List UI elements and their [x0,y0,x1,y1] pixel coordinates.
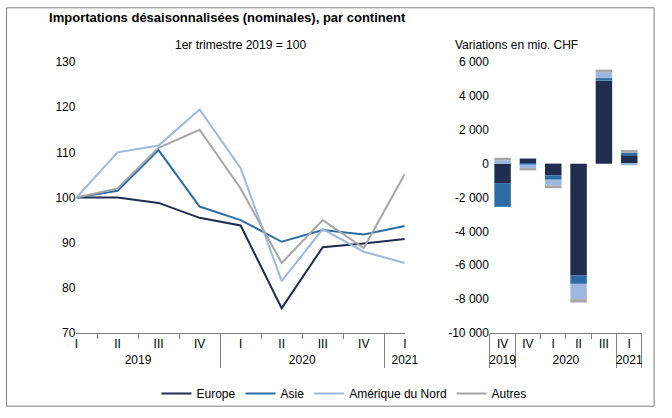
svg-text:-2 000: -2 000 [455,191,489,205]
svg-text:I: I [403,337,406,351]
svg-text:2 000: 2 000 [459,123,489,137]
svg-text:-6 000: -6 000 [455,258,489,272]
svg-text:-10 000: -10 000 [448,326,489,340]
svg-text:1er trimestre 2019 = 100: 1er trimestre 2019 = 100 [175,38,306,52]
svg-text:III: III [318,337,328,351]
svg-text:IV: IV [522,337,533,351]
svg-text:Autres: Autres [492,387,527,401]
svg-text:III: III [599,337,609,351]
svg-text:120: 120 [55,100,75,114]
svg-text:2021: 2021 [616,353,643,367]
svg-text:2020: 2020 [289,353,316,367]
svg-text:II: II [278,337,285,351]
svg-text:-4 000: -4 000 [455,225,489,239]
svg-text:2020: 2020 [553,353,580,367]
svg-text:90: 90 [62,236,76,250]
svg-text:IV: IV [358,337,369,351]
svg-text:6 000: 6 000 [459,55,489,69]
svg-text:-8 000: -8 000 [455,292,489,306]
svg-text:4 000: 4 000 [459,89,489,103]
svg-text:Amérique du Nord: Amérique du Nord [349,387,446,401]
svg-text:III: III [154,337,164,351]
svg-text:110: 110 [56,146,75,160]
svg-text:Europe: Europe [197,387,236,401]
svg-text:0: 0 [482,157,489,171]
svg-text:70: 70 [62,326,76,340]
svg-text:2021: 2021 [391,353,418,367]
svg-text:I: I [239,337,242,351]
svg-text:100: 100 [55,191,75,205]
svg-text:I: I [628,337,631,351]
svg-text:IV: IV [194,337,205,351]
svg-text:II: II [575,337,582,351]
svg-text:II: II [114,337,121,351]
svg-text:2019: 2019 [489,353,516,367]
svg-text:Importations désaisonnalisées: Importations désaisonnalisées (nominales… [49,10,406,25]
svg-text:130: 130 [55,55,75,69]
svg-text:I: I [552,337,555,351]
svg-text:Variations en mio. CHF: Variations en mio. CHF [455,38,578,52]
svg-text:2019: 2019 [125,353,152,367]
svg-text:IV: IV [497,337,508,351]
svg-text:80: 80 [62,281,76,295]
svg-text:I: I [75,337,78,351]
svg-text:Asie: Asie [281,387,305,401]
